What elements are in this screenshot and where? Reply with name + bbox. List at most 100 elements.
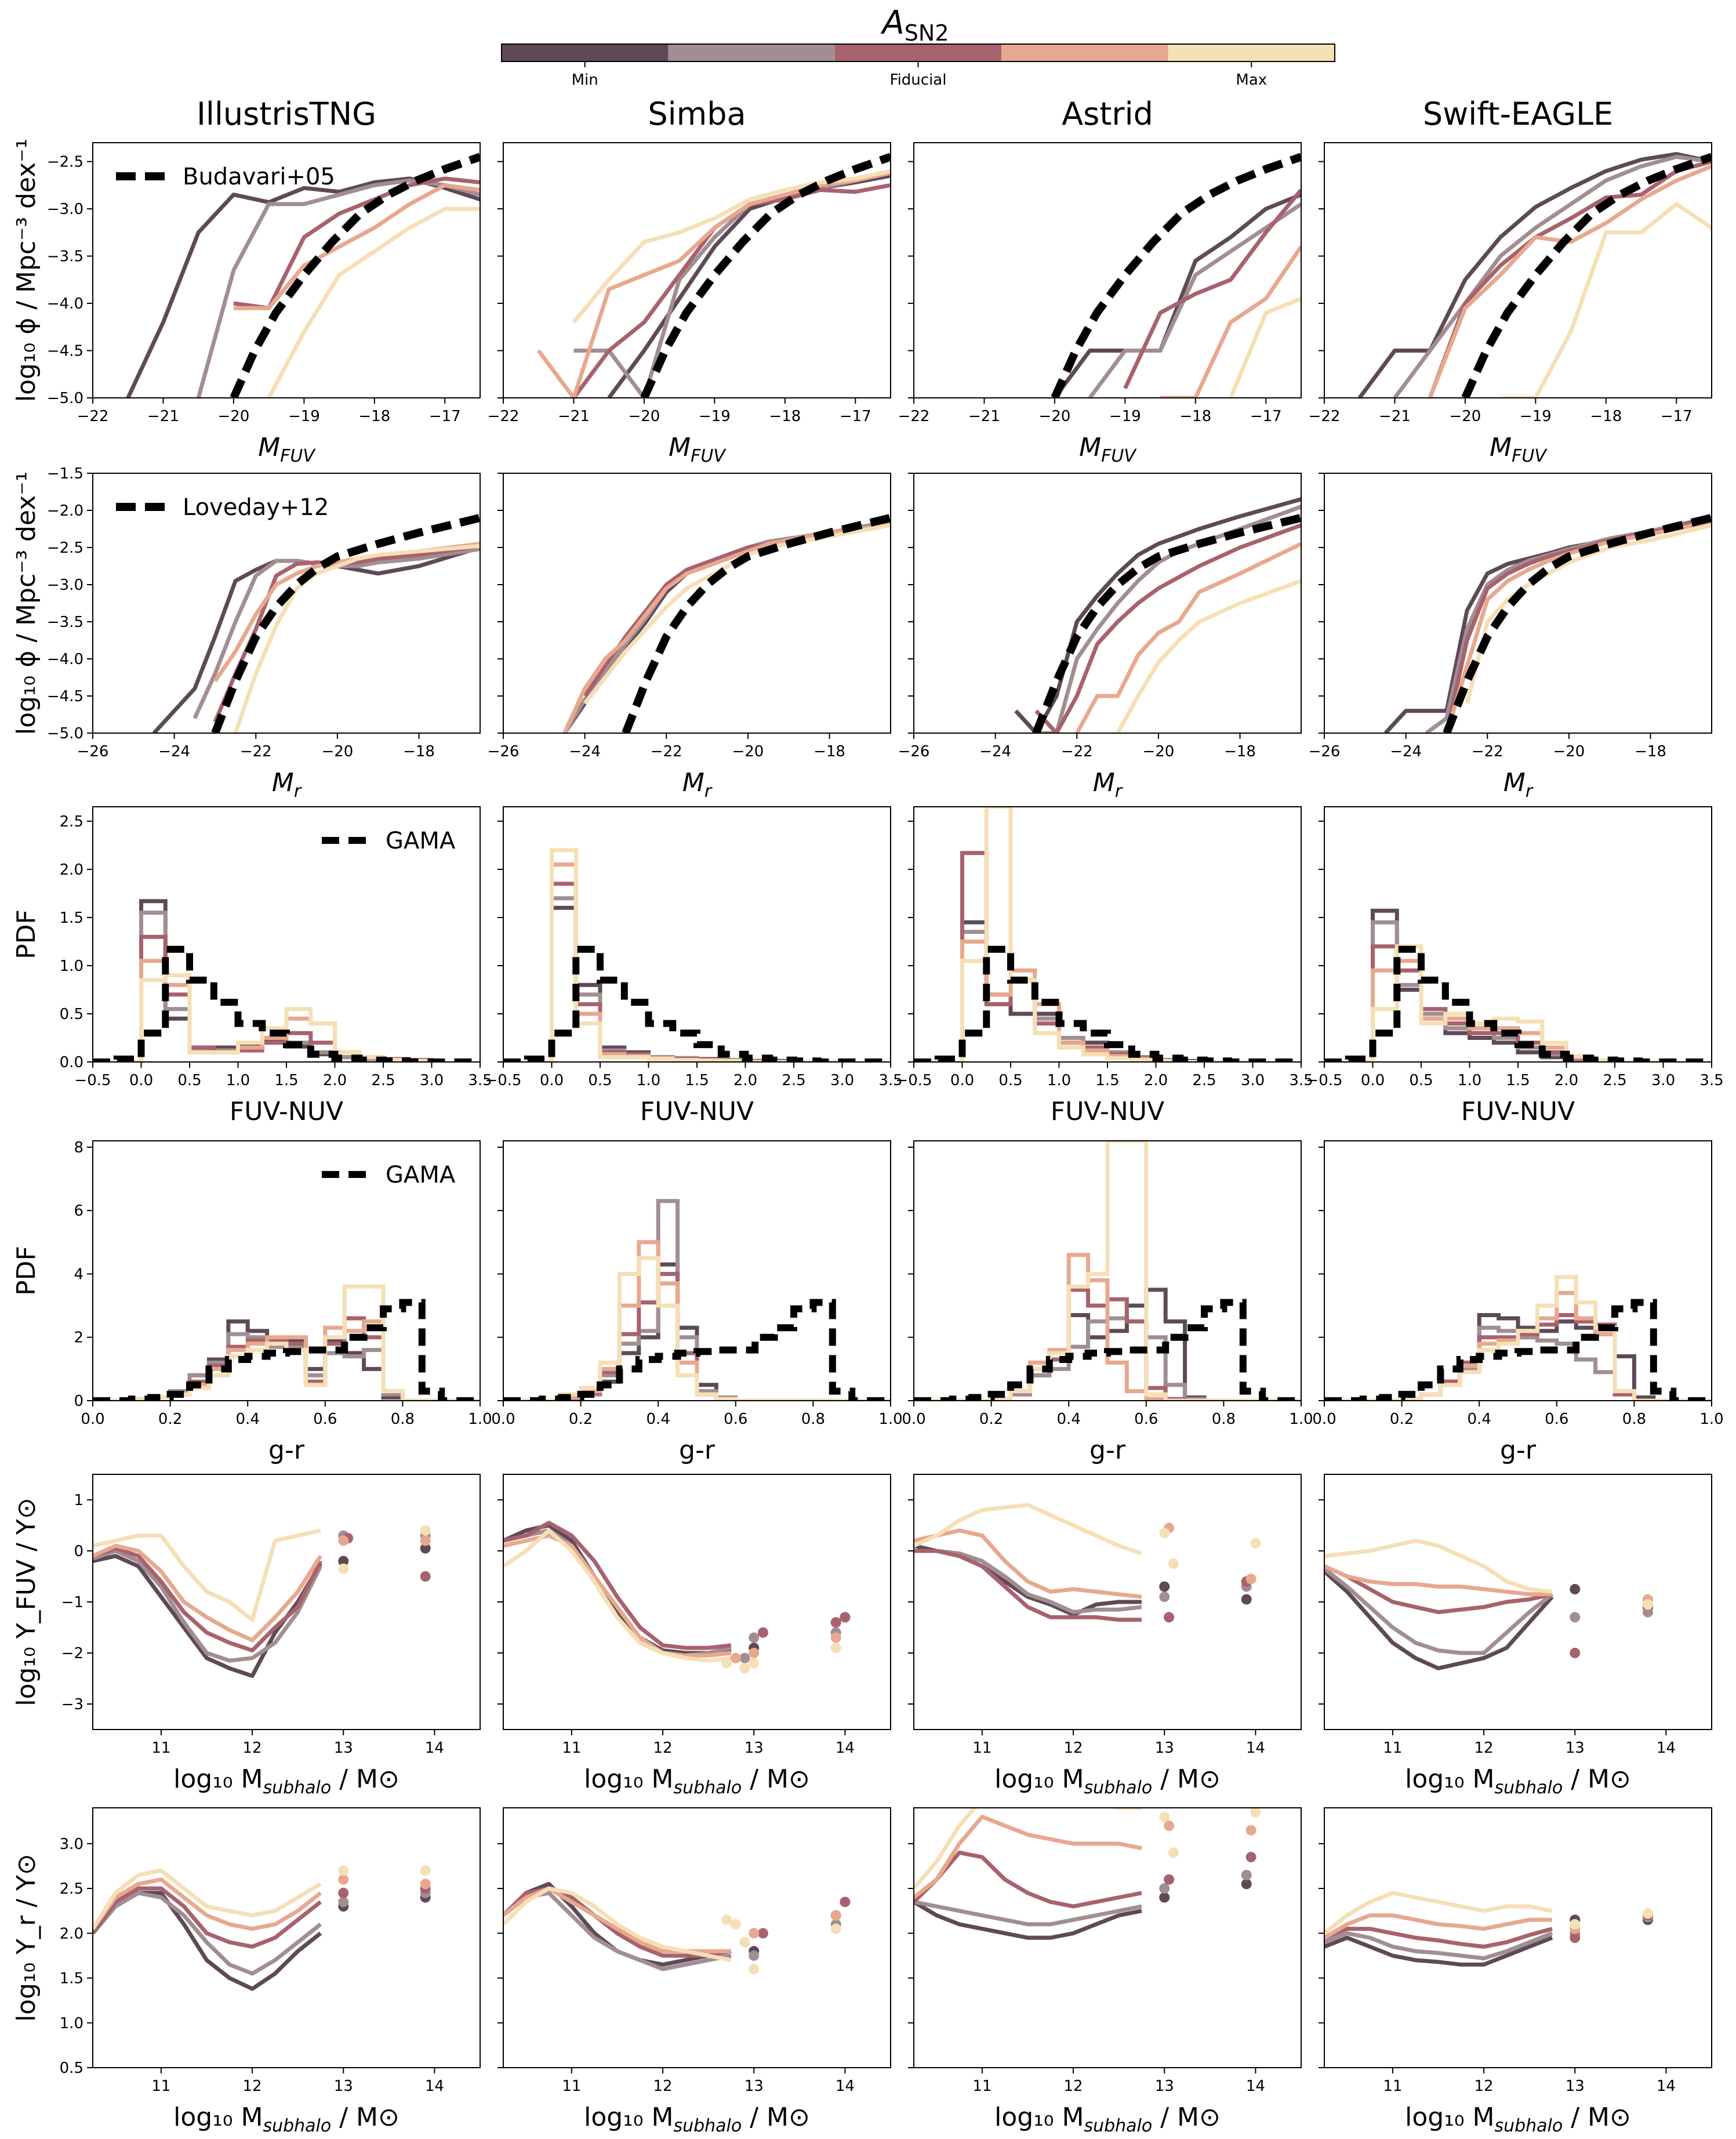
x-tick-label: −0.5 [1306,1072,1342,1089]
series-line [1075,542,1301,733]
observation-line [211,513,480,733]
panel-plot-area [93,899,480,1062]
series-line [1324,1564,1552,1597]
scatter-point [830,1643,841,1654]
scatter-point [840,1897,851,1908]
scatter-point [739,1652,750,1663]
scatter-point [1164,1820,1175,1831]
x-axis-label-sub: FUV [691,446,727,466]
scatter-point [1570,1648,1581,1658]
x-tick-label: 2.5 [782,1072,805,1089]
x-tick-label: −20 [217,408,249,425]
scatter-point [1159,1892,1170,1903]
x-tick-label: 12 [1064,1739,1083,1757]
colorbar-swatch [668,44,835,61]
x-tick-label: 2.0 [323,1072,347,1089]
x-tick-label: −18 [769,408,801,425]
y-tick-label: −3 [61,1696,83,1713]
series-line [914,1549,1142,1622]
scatter-point [1570,1933,1581,1943]
x-tick-label: 3.5 [468,1072,492,1089]
y-tick-label: 1.0 [60,2015,83,2032]
scatter-point [420,1879,431,1890]
x-tick-label: 0.8 [1212,1411,1236,1428]
column-title: Simba [648,96,746,132]
x-axis-label: log₁₀ Msubhalo / M⊙ [994,1764,1221,1798]
series-line [503,1521,732,1650]
panel-fuv-nuv-3: −0.5 0.0 0.5 1.0 1.5 2.0 2.5 3.0 3.5 FUV-NUV [1306,806,1724,1126]
x-tick-label: 2.0 [733,1072,757,1089]
x-axis-label-main: M [272,768,294,797]
x-tick-label: 0.0 [81,1411,104,1428]
x-tick-label: 14 [836,1739,855,1757]
panel-plot-area [1324,1275,1712,1401]
y-tick-label: 1 [74,1492,83,1509]
x-tick-label: 11 [1383,1739,1402,1757]
scatter-point [1241,1594,1252,1605]
x-tick-label: −22 [1472,743,1503,760]
x-tick-label: 0.5 [588,1072,612,1089]
scatter-point [1164,1874,1175,1885]
panel-g-r-1: 0.0 0.2 0.4 0.6 0.8 1.0 g-r [491,1140,903,1465]
panel-frame [92,1140,481,1401]
x-tick-label: 0.4 [1057,1411,1081,1428]
y-tick-label: −2.5 [47,154,83,171]
x-tick-label: 13 [1155,2078,1174,2095]
x-tick-label: 0.0 [1361,1072,1385,1089]
scatter-point [420,1535,431,1546]
scatter-point [1241,1869,1252,1880]
x-tick-label: 0.0 [1312,1411,1336,1428]
x-axis-label: Mr [272,768,302,802]
x-tick-label: 0.4 [1468,1411,1491,1428]
panel-y-fuv-2: 11 12 13 14 log₁₀ Msubhalo / M⊙ [908,1474,1302,1798]
x-axis-label-main: log₁₀ M [584,2102,673,2132]
scatter-point [1570,1612,1581,1623]
scatter-point [830,1617,841,1628]
scatter-point [1245,1574,1256,1585]
x-tick-label: 1.0 [878,1411,902,1428]
series-line [914,1808,1142,1890]
panel-fuv-lf-3: −22 −21 −20 −19 −18 −17 MFUV [1309,142,1712,466]
histogram-step [93,1284,480,1401]
x-tick-label: 14 [425,1739,444,1757]
column-title: IllustrisTNG [197,96,376,132]
x-tick-label: −22 [240,743,272,760]
x-tick-label: 12 [1064,2078,1083,2095]
observation-histogram [503,945,891,1062]
panel-frame [503,1807,891,2068]
series-line [93,1543,322,1643]
y-tick-label: −5.0 [47,725,83,742]
y-tick-label: 6 [74,1202,83,1220]
x-tick-label: 12 [243,2078,262,2095]
x-axis-label: g-r [1500,1435,1537,1465]
histogram-step [914,1253,1301,1401]
x-tick-label: 1.0 [1289,1411,1313,1428]
series-line [233,543,480,733]
scatter-point [338,1897,349,1908]
series-line [1324,1927,1553,1949]
colorbar-tick-label: Min [572,71,598,89]
scatter-point [749,1928,760,1939]
x-tick-label: 0.5 [998,1072,1022,1089]
x-tick-label: 2.0 [1555,1072,1578,1089]
x-axis-label: MFUV [1079,433,1137,466]
y-tick-label: −4.0 [47,651,83,668]
observation-histogram [503,1299,891,1401]
series-line [93,1868,322,1930]
scatter-point [749,1658,760,1669]
x-tick-label: 12 [653,2078,673,2095]
x-tick-label: −22 [651,743,682,760]
x-tick-label: 0.6 [1545,1411,1568,1428]
legend-label: Budavari+05 [183,164,335,190]
x-axis-label-main: log₁₀ M [994,2102,1084,2132]
panel-frame [503,806,891,1063]
y-tick-label: −2.5 [47,539,83,557]
x-tick-label: −22 [898,408,930,425]
x-tick-label: 0.0 [950,1072,974,1089]
panel-y-r-2: 11 12 13 14 log₁₀ Msubhalo / M⊙ [908,1807,1302,2136]
x-axis-label-tail: / M⊙ [331,2102,400,2132]
series-line [233,183,480,310]
x-tick-label: 3.5 [1699,1072,1723,1089]
legend-label: Loveday+12 [183,494,329,521]
panel-y-r-0: 11 12 13 14 0.5 1.0 1.5 2.0 2.5 3.0 log₁₀ Msubhalo… [60,1807,481,2136]
